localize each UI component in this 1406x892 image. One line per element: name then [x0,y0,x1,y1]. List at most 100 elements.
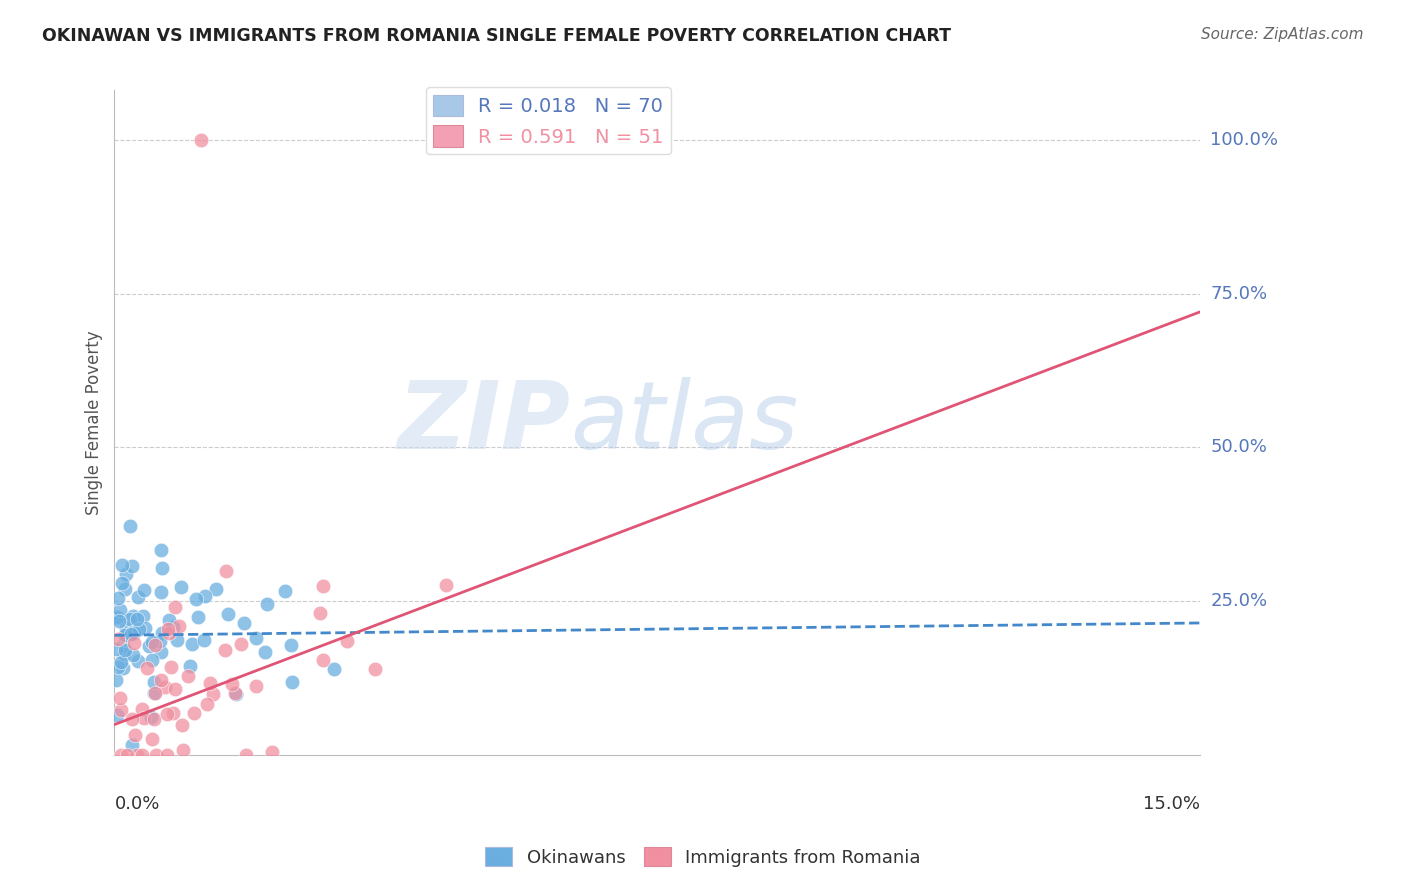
Point [274,584,297,599]
Point [163,600,186,615]
Text: Source: ZipAtlas.com: Source: ZipAtlas.com [1201,27,1364,42]
Point [132,711,155,725]
Point [143,686,166,700]
Point [167,619,190,633]
Point [177,669,200,683]
Point [110,690,132,705]
Point [121,609,143,624]
Point [114,643,136,657]
Point [105,609,128,624]
Point [114,628,136,642]
Point [104,673,127,687]
Text: 75.0%: 75.0% [1211,285,1268,302]
Point [217,607,239,621]
Point [162,620,184,634]
Point [434,578,457,592]
Y-axis label: Single Female Poverty: Single Female Poverty [86,331,103,516]
Point [159,660,181,674]
Point [121,738,143,752]
Point [280,638,302,652]
Point [110,656,132,670]
Point [112,648,135,662]
Point [309,606,332,620]
Point [120,626,142,640]
Text: 0.0%: 0.0% [114,796,160,814]
Point [115,566,138,581]
Point [311,653,333,667]
Point [157,626,180,640]
Text: 50.0%: 50.0% [1211,439,1267,457]
Point [193,632,215,647]
Point [111,558,134,572]
Point [150,561,173,575]
Text: 15.0%: 15.0% [1143,796,1199,814]
Point [183,706,205,720]
Point [190,133,212,147]
Point [118,612,141,626]
Point [107,611,129,625]
Point [202,687,225,701]
Point [108,603,131,617]
Point [197,697,219,711]
Point [111,639,134,653]
Point [187,610,209,624]
Point [143,686,166,700]
Point [127,590,149,604]
Point [131,702,153,716]
Point [120,519,142,533]
Text: 100.0%: 100.0% [1211,130,1278,149]
Point [114,628,136,642]
Point [141,732,163,747]
Point [107,660,129,674]
Point [179,659,201,673]
Point [141,635,163,649]
Point [153,680,176,694]
Point [225,687,247,701]
Point [149,634,172,648]
Point [111,575,134,590]
Text: 25.0%: 25.0% [1211,592,1268,610]
Point [105,642,128,657]
Point [200,675,222,690]
Point [205,582,228,596]
Point [162,706,184,720]
Point [107,591,129,605]
Point [125,612,148,626]
Point [186,591,208,606]
Point [156,622,179,636]
Point [149,543,172,558]
Point [224,686,246,700]
Point [143,675,166,690]
Point [114,582,136,596]
Point [150,626,173,640]
Point [322,662,344,676]
Point [127,654,149,668]
Point [170,580,193,594]
Point [124,636,146,650]
Point [134,621,156,635]
Point [136,661,159,675]
Text: atlas: atlas [571,377,799,468]
Point [149,584,172,599]
Point [312,579,335,593]
Point [215,565,238,579]
Legend: R = 0.018   N = 70, R = 0.591   N = 51: R = 0.018 N = 70, R = 0.591 N = 51 [426,87,671,154]
Point [221,676,243,690]
Point [122,624,145,639]
Point [364,662,387,676]
Point [128,623,150,637]
Point [256,597,278,611]
Point [111,661,134,675]
Point [121,648,143,662]
Point [143,639,166,653]
Text: OKINAWAN VS IMMIGRANTS FROM ROMANIA SINGLE FEMALE POVERTY CORRELATION CHART: OKINAWAN VS IMMIGRANTS FROM ROMANIA SING… [42,27,952,45]
Point [114,621,136,635]
Point [156,748,179,763]
Point [143,712,166,726]
Point [245,631,267,645]
Point [235,748,257,763]
Point [108,614,131,628]
Point [115,748,138,763]
Point [139,710,162,724]
Point [145,748,167,763]
